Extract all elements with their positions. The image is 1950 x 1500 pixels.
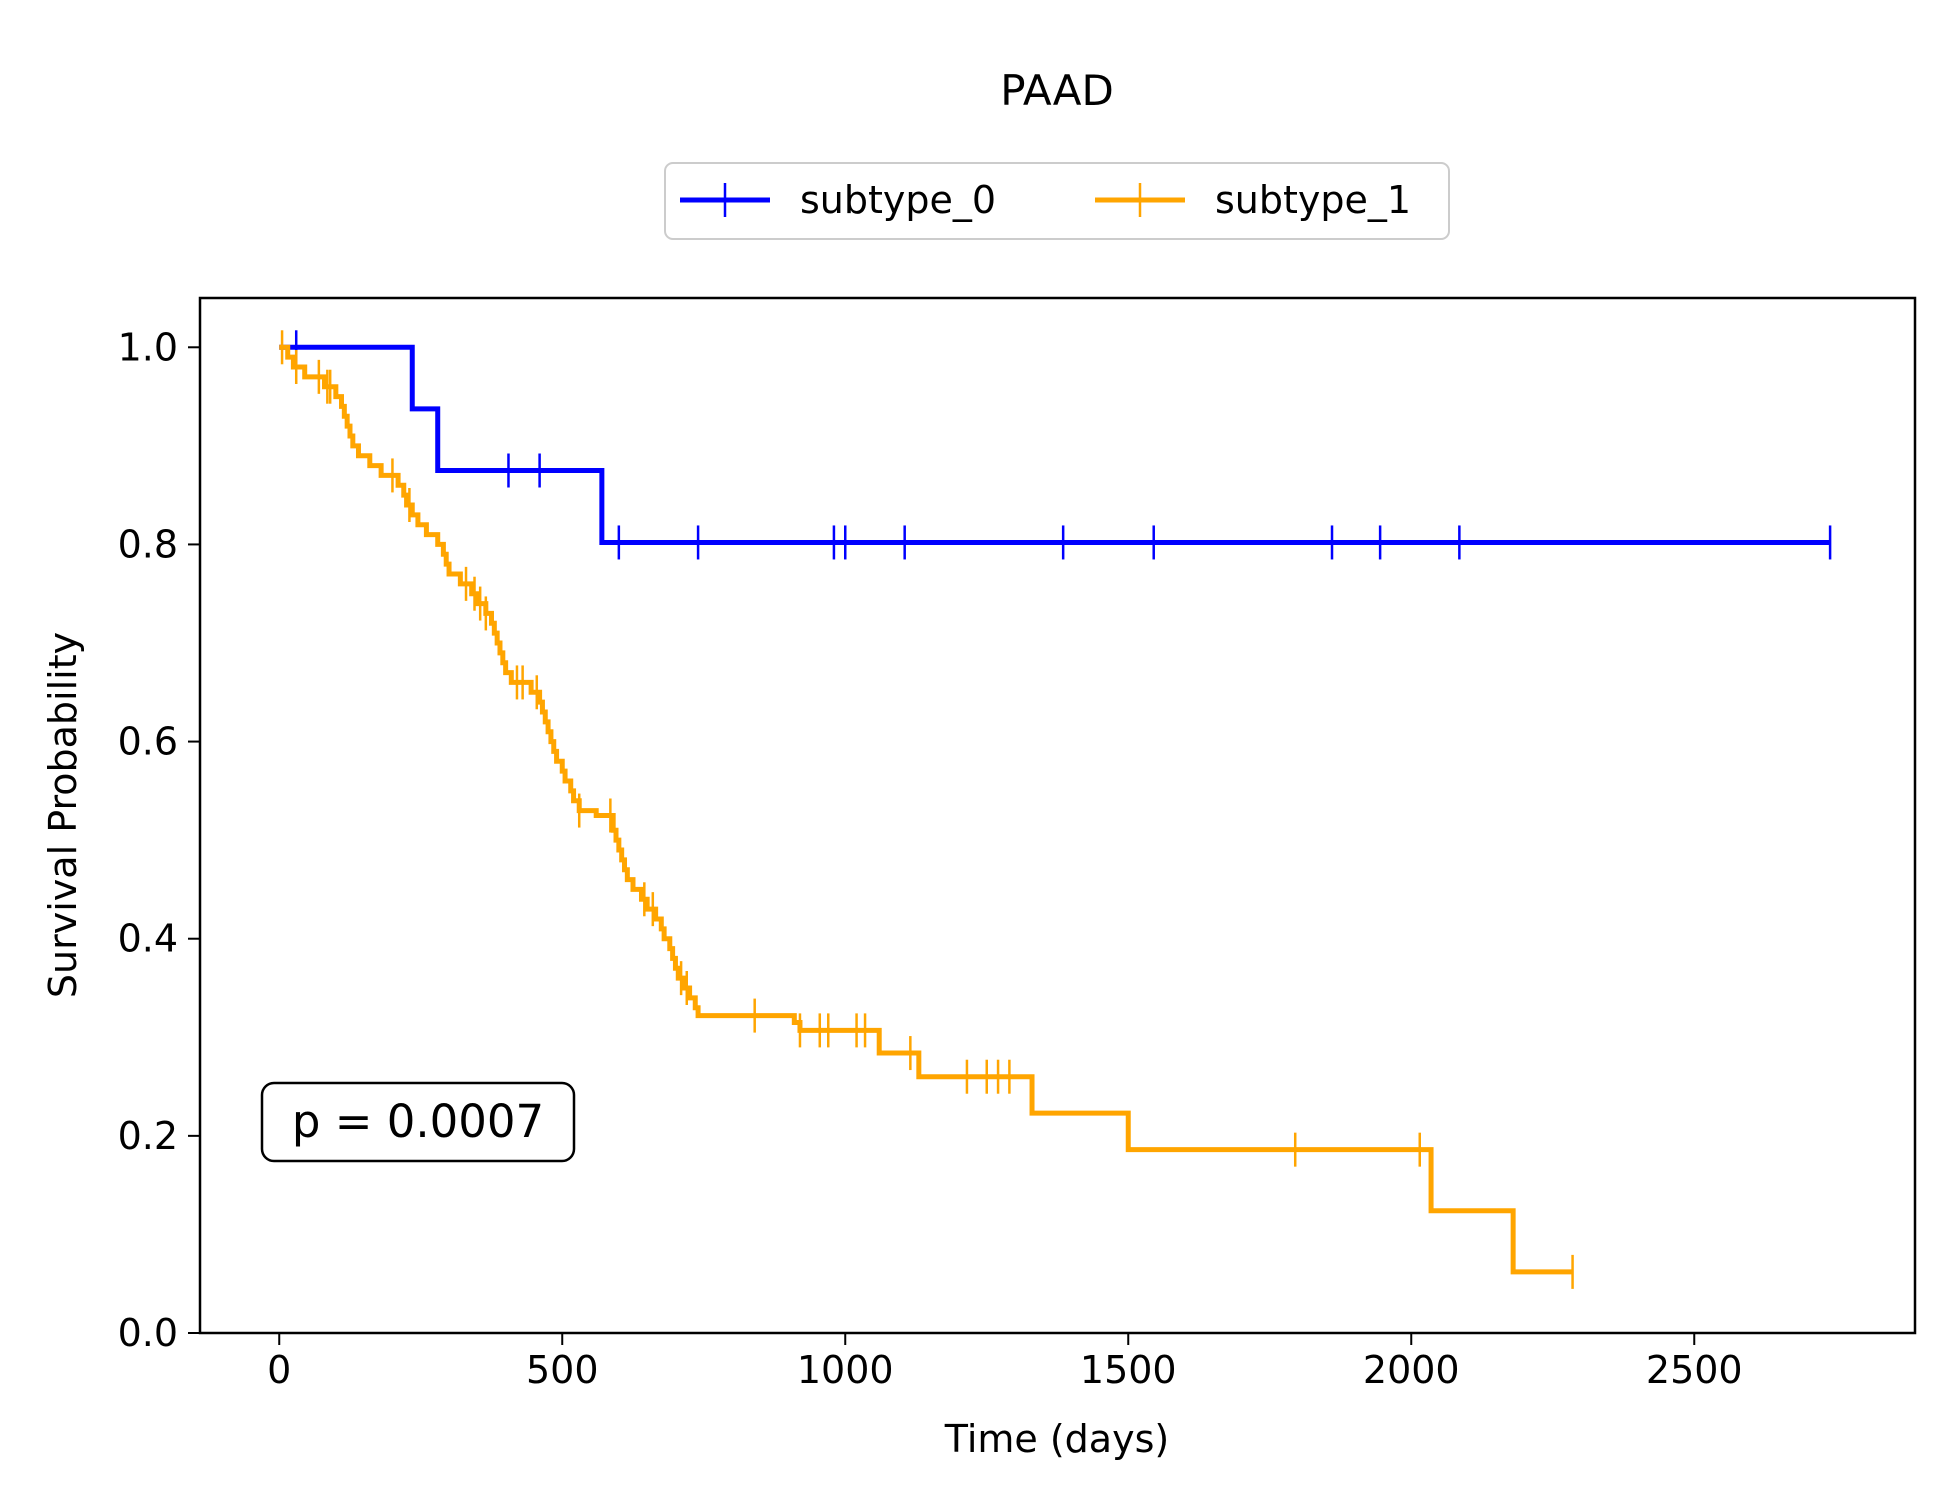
y-tick-label: 0.2 bbox=[118, 1114, 178, 1158]
x-tick-label: 500 bbox=[526, 1348, 599, 1392]
y-tick-label: 1.0 bbox=[118, 325, 178, 369]
legend: subtype_0 subtype_1 bbox=[664, 162, 1450, 240]
plot-frame bbox=[198, 296, 1917, 1335]
y-tick-label: 0.8 bbox=[118, 522, 178, 566]
plot-area bbox=[198, 296, 1917, 1335]
x-tick-label: 1000 bbox=[797, 1348, 894, 1392]
y-tick-label: 0.6 bbox=[118, 720, 178, 764]
x-axis-label: Time (days) bbox=[944, 1417, 1169, 1461]
x-axis: 0 500 1000 1500 2000 2500 bbox=[267, 1333, 1743, 1392]
p-value-box bbox=[260, 1081, 576, 1163]
legend-entry-subtype-1: subtype_1 bbox=[1095, 178, 1411, 222]
legend-frame bbox=[664, 162, 1450, 240]
y-tick-label: 0.4 bbox=[118, 917, 178, 961]
x-tick-label: 2500 bbox=[1646, 1348, 1743, 1392]
y-axis-label: Survival Probability bbox=[41, 632, 85, 998]
y-tick-label: 0.0 bbox=[118, 1311, 178, 1355]
y-axis: 0.0 0.2 0.4 0.6 0.8 1.0 bbox=[118, 325, 200, 1355]
x-tick-label: 1500 bbox=[1080, 1348, 1177, 1392]
survival-curve-subtype-1 bbox=[279, 344, 1573, 1275]
chart-title: PAAD bbox=[1000, 66, 1114, 115]
x-tick-label: 2000 bbox=[1363, 1348, 1460, 1392]
series-layer bbox=[279, 330, 1832, 1289]
p-value-text: p = 0.0007 bbox=[292, 1095, 544, 1148]
p-value-annotation: p = 0.0007 bbox=[260, 1081, 576, 1163]
x-tick-label: 0 bbox=[267, 1348, 291, 1392]
survival-curve-subtype-0 bbox=[279, 344, 1831, 545]
legend-label-subtype-0: subtype_0 bbox=[800, 178, 996, 222]
legend-label-subtype-1: subtype_1 bbox=[1215, 178, 1411, 222]
legend-entry-subtype-0: subtype_0 bbox=[680, 178, 996, 222]
